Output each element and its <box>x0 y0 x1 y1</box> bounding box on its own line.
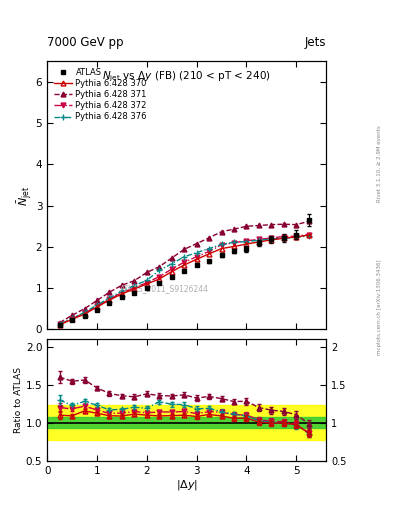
Y-axis label: $\bar{N}_{\rm jet}$: $\bar{N}_{\rm jet}$ <box>16 185 34 205</box>
Text: mcplots.cern.ch [arXiv:1306.3436]: mcplots.cern.ch [arXiv:1306.3436] <box>377 260 382 355</box>
Legend: ATLAS, Pythia 6.428 370, Pythia 6.428 371, Pythia 6.428 372, Pythia 6.428 376: ATLAS, Pythia 6.428 370, Pythia 6.428 37… <box>51 66 149 124</box>
X-axis label: $|\Delta y|$: $|\Delta y|$ <box>176 478 198 493</box>
Text: 7000 GeV pp: 7000 GeV pp <box>47 36 124 49</box>
Text: $N_{\rm jet}$ vs $\Delta y$ (FB) (210 < pT < 240): $N_{\rm jet}$ vs $\Delta y$ (FB) (210 < … <box>102 70 271 84</box>
Text: ATLAS_2011_S9126244: ATLAS_2011_S9126244 <box>120 285 209 293</box>
Text: Jets: Jets <box>305 36 326 49</box>
Y-axis label: Ratio to ATLAS: Ratio to ATLAS <box>14 367 23 433</box>
Text: Rivet 3.1.10, ≥ 2.9M events: Rivet 3.1.10, ≥ 2.9M events <box>377 125 382 202</box>
Bar <box>47 417 326 428</box>
Bar <box>47 406 326 440</box>
